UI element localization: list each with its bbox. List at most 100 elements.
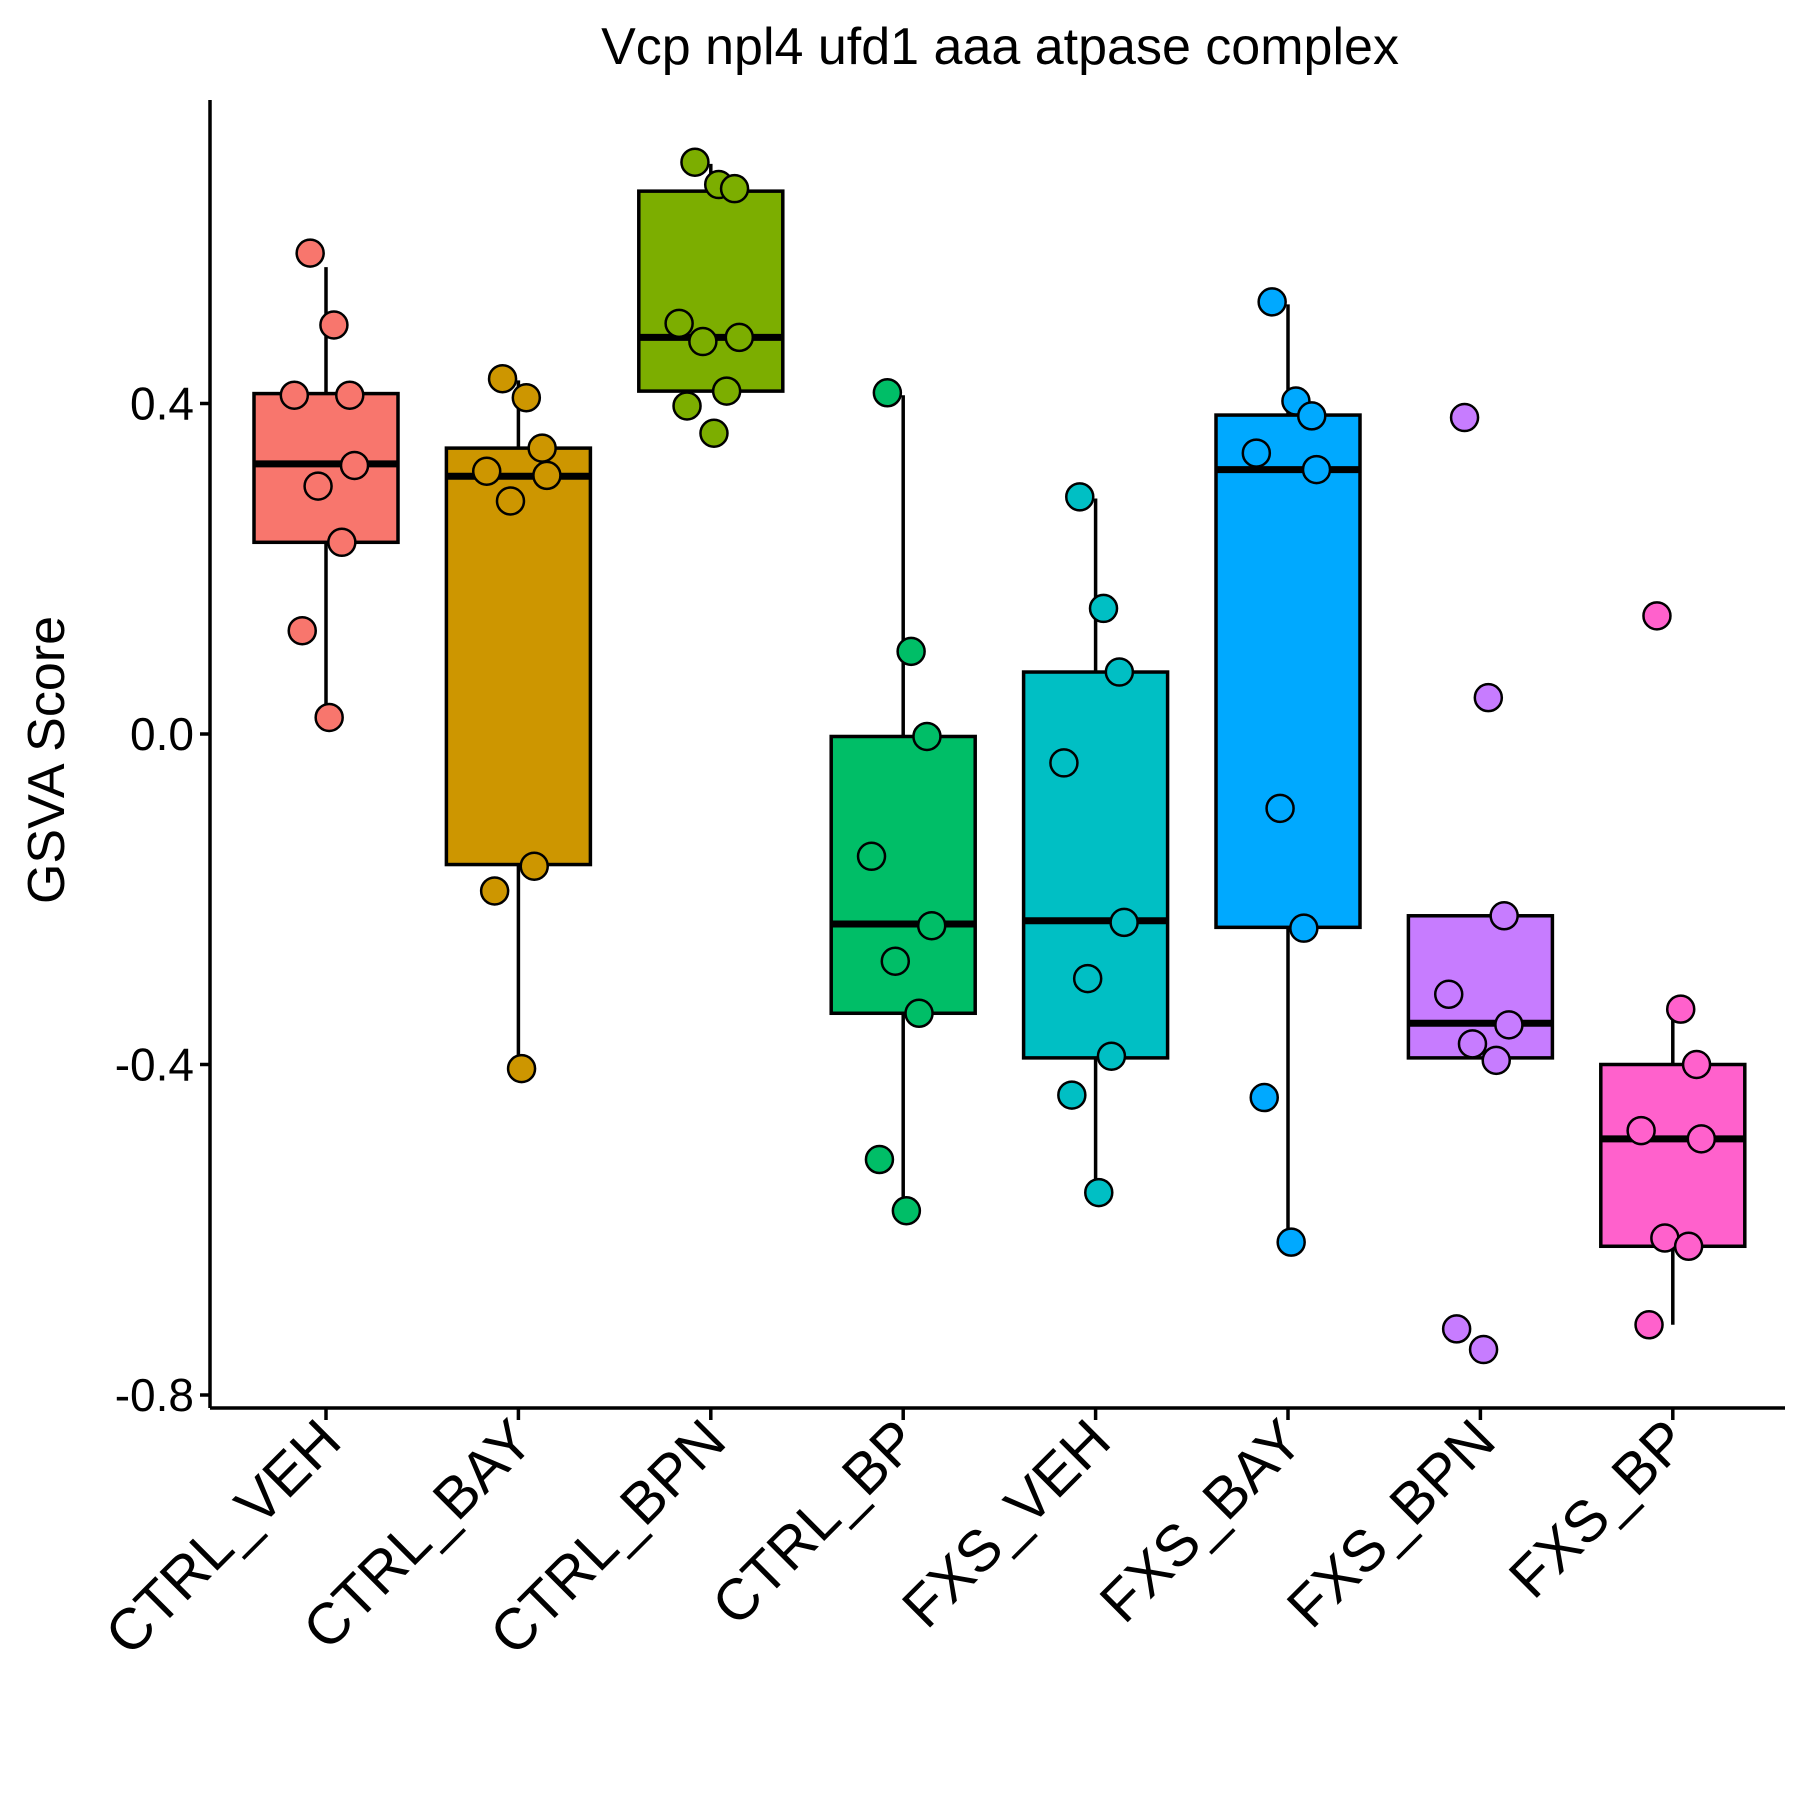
data-point bbox=[495, 486, 526, 516]
points-fxs-bp bbox=[1626, 601, 1717, 1340]
points-layer bbox=[279, 147, 1717, 1365]
points-ctrl-bp bbox=[856, 378, 947, 1226]
chart-title: Vcp npl4 ufd1 aaa atpase complex bbox=[601, 18, 1399, 76]
data-point bbox=[664, 308, 694, 339]
data-point bbox=[1104, 657, 1135, 687]
y-tick-label: -0.4 bbox=[115, 1039, 194, 1091]
data-point bbox=[916, 910, 947, 941]
box-group-ctrl-bpn bbox=[637, 163, 785, 393]
data-point bbox=[506, 1053, 537, 1084]
data-point bbox=[1686, 1124, 1717, 1154]
box-rect bbox=[637, 189, 785, 393]
data-point bbox=[327, 527, 357, 558]
data-point bbox=[1241, 438, 1272, 468]
y-tick-label: 0.4 bbox=[130, 378, 194, 430]
data-point bbox=[1634, 1310, 1664, 1340]
data-point bbox=[699, 418, 729, 448]
data-point bbox=[1468, 1334, 1499, 1365]
data-point bbox=[1457, 1029, 1488, 1059]
data-point bbox=[527, 433, 557, 463]
data-point bbox=[1665, 994, 1696, 1024]
data-point bbox=[1449, 402, 1480, 433]
data-point bbox=[532, 460, 562, 491]
data-point bbox=[1257, 287, 1287, 317]
data-point bbox=[880, 946, 911, 976]
y-axis-title: GSVA Score bbox=[18, 616, 76, 904]
data-point bbox=[1276, 1227, 1306, 1257]
points-fxs-veh bbox=[1049, 482, 1139, 1208]
data-point bbox=[1049, 748, 1079, 778]
data-point bbox=[672, 391, 702, 421]
data-point bbox=[856, 841, 887, 872]
data-point bbox=[1072, 963, 1103, 994]
data-point bbox=[295, 238, 325, 268]
data-point bbox=[912, 721, 942, 752]
data-point bbox=[1109, 907, 1139, 938]
data-point bbox=[724, 322, 755, 353]
data-point bbox=[1433, 979, 1464, 1010]
data-point bbox=[1057, 1080, 1087, 1110]
data-point bbox=[1473, 682, 1504, 713]
data-point bbox=[711, 376, 742, 406]
data-point bbox=[279, 380, 310, 410]
data-point bbox=[303, 471, 333, 501]
data-point bbox=[339, 450, 370, 481]
data-point bbox=[1626, 1115, 1656, 1146]
data-point bbox=[314, 702, 344, 733]
data-point bbox=[688, 326, 718, 357]
data-point bbox=[487, 363, 518, 394]
box-rect bbox=[1021, 670, 1170, 1060]
data-point bbox=[1681, 1049, 1712, 1080]
box-rect bbox=[1214, 413, 1362, 930]
data-point bbox=[519, 851, 549, 881]
data-point bbox=[864, 1144, 895, 1175]
box-group-fxs-veh bbox=[1021, 498, 1170, 1191]
x-tick-label: FXS_BP bbox=[1497, 1407, 1700, 1610]
x-tick-label: FXS_VEH bbox=[890, 1407, 1123, 1640]
box-group-ctrl-bay bbox=[444, 380, 593, 1070]
data-point bbox=[904, 998, 934, 1029]
data-point bbox=[1494, 1010, 1524, 1040]
data-point bbox=[1249, 1082, 1279, 1113]
data-point bbox=[891, 1195, 922, 1226]
data-point bbox=[1301, 454, 1332, 485]
box-rect bbox=[1599, 1062, 1747, 1249]
box-rect bbox=[252, 391, 400, 545]
x-tick-label: FXS_BPN bbox=[1275, 1407, 1508, 1640]
data-point bbox=[1096, 1041, 1127, 1071]
points-fxs-bay bbox=[1241, 287, 1332, 1257]
data-point bbox=[1441, 1314, 1472, 1344]
points-ctrl-veh bbox=[279, 238, 370, 733]
data-point bbox=[479, 876, 510, 906]
data-point bbox=[1088, 593, 1119, 624]
data-point bbox=[1673, 1231, 1704, 1262]
data-point bbox=[1065, 482, 1095, 512]
data-point bbox=[896, 636, 926, 667]
data-point bbox=[1489, 901, 1519, 931]
data-point bbox=[1297, 401, 1327, 431]
data-point bbox=[471, 456, 502, 487]
box-group-fxs-bp bbox=[1599, 1009, 1747, 1325]
data-point bbox=[319, 310, 349, 340]
data-point bbox=[335, 380, 365, 410]
x-tick-label: CTRL_BP bbox=[700, 1407, 931, 1638]
data-point bbox=[511, 382, 542, 413]
boxes-layer bbox=[252, 163, 1747, 1325]
points-fxs-bpn bbox=[1433, 402, 1524, 1365]
data-point bbox=[1084, 1177, 1114, 1208]
y-tick-label: 0.0 bbox=[130, 708, 194, 760]
points-ctrl-bay bbox=[471, 363, 562, 1084]
box-rect bbox=[444, 446, 593, 867]
data-point bbox=[1289, 913, 1319, 943]
y-tick-label: -0.8 bbox=[115, 1369, 194, 1421]
data-point bbox=[1481, 1045, 1511, 1076]
data-point bbox=[287, 615, 317, 646]
box-group-fxs-bay bbox=[1214, 304, 1362, 1239]
data-point bbox=[680, 147, 710, 177]
points-ctrl-bpn bbox=[664, 147, 755, 448]
box-group-ctrl-bp bbox=[829, 395, 977, 1210]
data-point bbox=[1642, 601, 1672, 631]
data-point bbox=[1265, 793, 1295, 824]
